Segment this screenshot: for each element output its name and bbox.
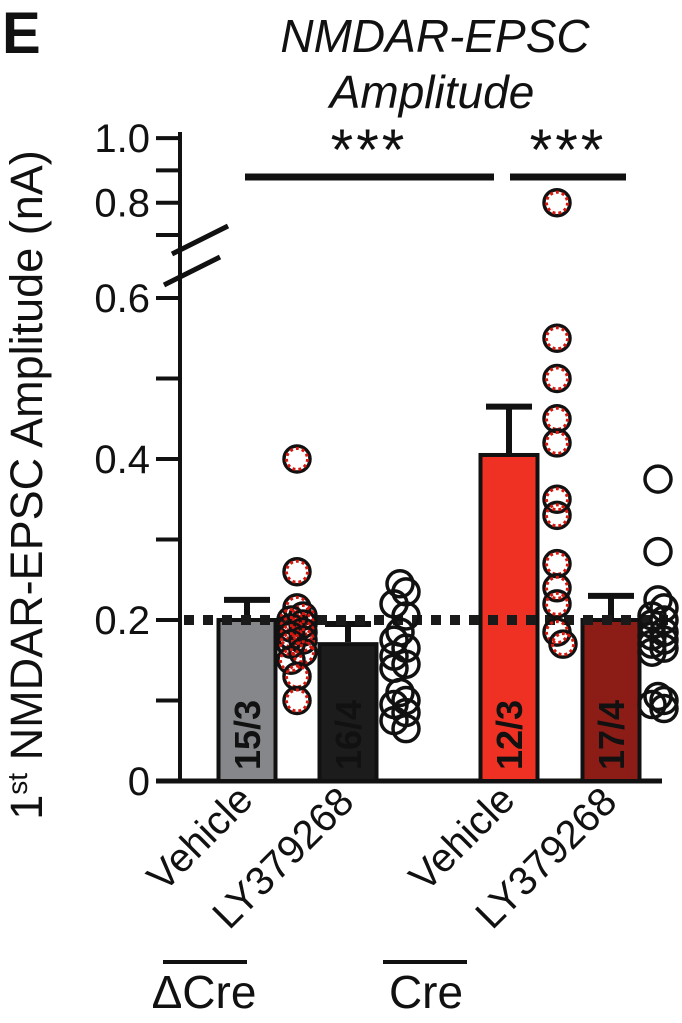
data-point-red-accent (545, 430, 569, 455)
data-point (542, 323, 572, 353)
data-point-red-accent (291, 628, 315, 653)
bar-n-label: 15/3 (227, 700, 268, 770)
data-point-red-accent (545, 406, 569, 431)
bar-n-label: 16/4 (328, 700, 369, 770)
y-tick-label: 0.4 (94, 438, 150, 482)
data-point-red-accent (285, 559, 309, 584)
data-point (637, 629, 667, 659)
data-point (643, 464, 673, 494)
data-point (542, 428, 572, 458)
y-axis-label: 1st NMDAR-EPSC Amplitude (nA) (1, 150, 52, 819)
data-point (282, 444, 312, 474)
data-point (391, 649, 421, 680)
data-point (542, 187, 572, 218)
significance-stars-left: *** (331, 118, 408, 183)
data-point-red-accent (545, 503, 569, 528)
y-axis-label-num: 1 (1, 795, 52, 820)
y-tick-label: 0.2 (94, 599, 150, 643)
data-point (542, 484, 572, 514)
chart-render-layer: 00.20.40.60.81.015/3 16/4 12/3 17/4VehicleL… (94, 117, 679, 964)
data-point-red-accent (279, 648, 303, 673)
bar-vehicle-0 (216, 618, 278, 783)
chart-title-line1: NMDAR-EPSC (280, 10, 590, 62)
data-point-red-accent (545, 551, 569, 576)
data-point (542, 363, 572, 394)
data-point (542, 500, 572, 531)
data-point-red-accent (545, 190, 569, 215)
data-point-red-accent (285, 688, 309, 713)
data-point-red-accent (545, 591, 569, 616)
y-axis-label-sup: st (2, 773, 33, 795)
data-point (385, 569, 415, 599)
data-point (643, 536, 673, 567)
data-point (276, 645, 306, 675)
data-point (649, 693, 679, 724)
data-point (282, 556, 312, 587)
data-point-red-accent (545, 326, 569, 351)
data-point (391, 713, 421, 744)
data-point (637, 689, 667, 720)
data-point-red-accent (291, 640, 315, 665)
axis-break-slash (170, 223, 230, 257)
data-point (282, 685, 312, 716)
significance-stars-right: *** (530, 118, 607, 183)
data-point (548, 629, 578, 659)
data-point-red-accent (545, 366, 569, 391)
data-point (649, 685, 679, 716)
bar-n-label: 12/3 (489, 700, 530, 770)
data-point-red-accent (551, 632, 575, 657)
data-point-red-accent (285, 447, 309, 471)
y-tick-label: 0.8 (94, 182, 150, 226)
panel-label: E (2, 1, 41, 66)
bar-ly379268-1 (317, 642, 379, 784)
data-point-red-accent (545, 575, 569, 600)
group-label-dcre: ΔCre (152, 966, 257, 1018)
data-point (542, 589, 572, 619)
y-axis-label-rest: NMDAR-EPSC Amplitude (nA) (1, 150, 52, 773)
data-point-red-accent (545, 487, 569, 512)
group-label-cre: Cre (389, 966, 463, 1018)
axis-break-slash (162, 254, 222, 288)
data-point (542, 573, 572, 603)
chart-title-line2: Amplitude (327, 66, 535, 118)
data-point (391, 601, 421, 631)
data-point-red-accent (285, 664, 309, 689)
y-tick-label: 0.6 (94, 277, 150, 321)
y-tick-label: 1.0 (94, 117, 150, 161)
bar-n-label: 17/4 (591, 700, 632, 770)
y-tick-label: 0 (128, 760, 150, 804)
data-point (637, 637, 667, 667)
data-point-red-accent (279, 632, 303, 657)
data-point (649, 633, 679, 663)
